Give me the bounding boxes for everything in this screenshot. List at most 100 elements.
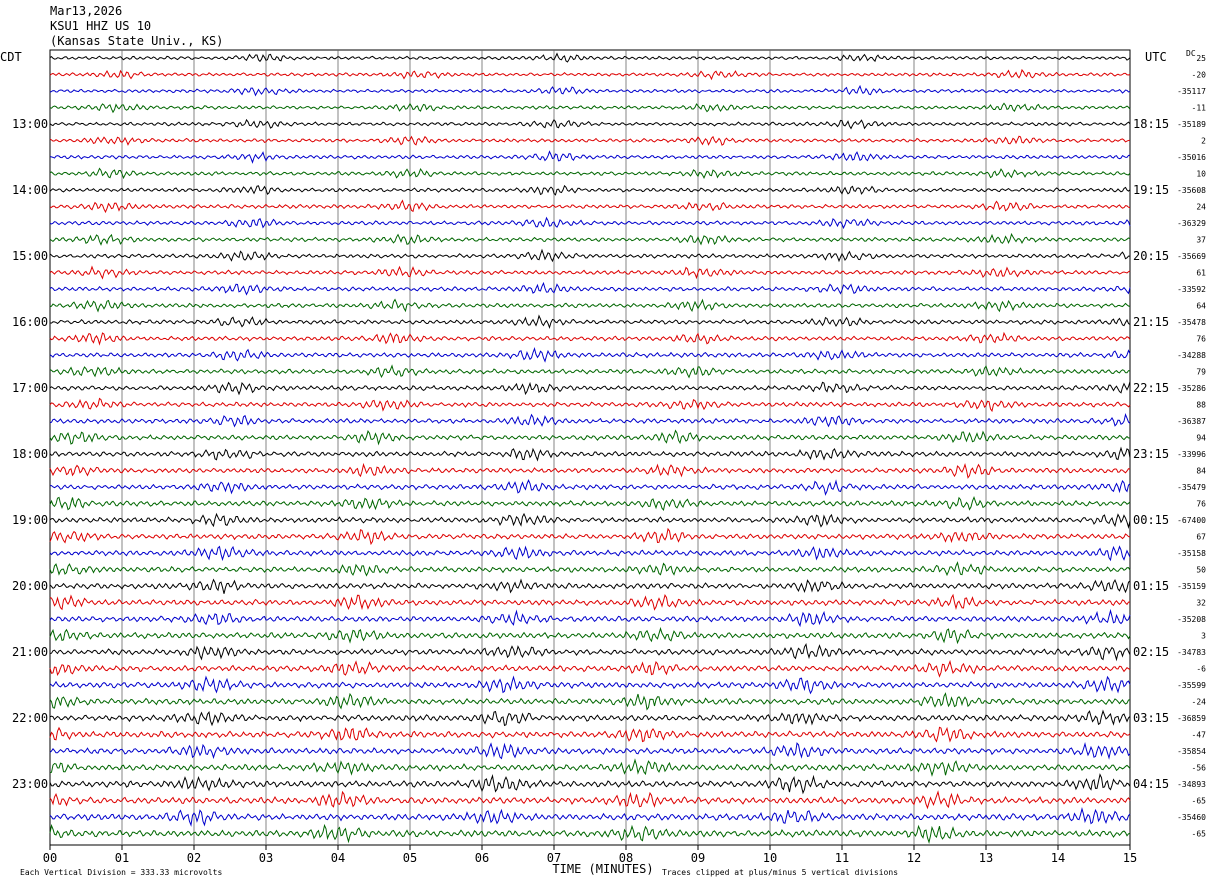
dc-offset-value: 50 bbox=[1196, 566, 1206, 575]
utc-hour-label: 23:15 bbox=[1133, 447, 1169, 461]
seismic-trace bbox=[49, 578, 1131, 594]
x-tick-label: 05 bbox=[403, 851, 417, 865]
plot-date: Mar13,2026 bbox=[50, 4, 123, 18]
seismic-trace bbox=[49, 429, 1131, 446]
x-tick-label: 07 bbox=[547, 851, 561, 865]
seismic-trace bbox=[49, 561, 1131, 577]
cdt-hour-label: 13:00 bbox=[12, 117, 48, 131]
dc-offset-value: -35478 bbox=[1177, 318, 1206, 327]
scale-footnote: Each Vertical Division = 333.33 microvol… bbox=[20, 868, 222, 877]
dc-offset-value: -34783 bbox=[1177, 648, 1206, 657]
utc-hour-label: 03:15 bbox=[1133, 711, 1169, 725]
station-location: (Kansas State Univ., KS) bbox=[50, 34, 224, 48]
x-tick-label: 13 bbox=[979, 851, 993, 865]
cdt-hour-label: 18:00 bbox=[12, 447, 48, 461]
utc-hour-label: 02:15 bbox=[1133, 645, 1169, 659]
dc-offset-value: -33592 bbox=[1177, 285, 1206, 294]
seismic-trace bbox=[49, 823, 1131, 844]
x-tick-label: 10 bbox=[763, 851, 777, 865]
seismic-trace bbox=[49, 381, 1131, 396]
seismic-trace bbox=[49, 773, 1131, 795]
seismic-trace bbox=[49, 216, 1131, 230]
dc-offset-value: 84 bbox=[1196, 467, 1206, 476]
seismic-trace bbox=[49, 232, 1131, 246]
x-tick-label: 00 bbox=[43, 851, 57, 865]
utc-hour-label: 00:15 bbox=[1133, 513, 1169, 527]
dc-offset-value: -36859 bbox=[1177, 714, 1206, 723]
dc-offset-value: 25 bbox=[1196, 54, 1206, 63]
cdt-hour-label: 14:00 bbox=[12, 183, 48, 197]
seismic-trace bbox=[49, 331, 1131, 346]
cdt-hour-label: 22:00 bbox=[12, 711, 48, 725]
dc-offset-value: 37 bbox=[1196, 236, 1206, 245]
seismic-trace bbox=[49, 643, 1131, 662]
dc-offset-value: -35208 bbox=[1177, 615, 1206, 624]
dc-offset-value: -35608 bbox=[1177, 186, 1206, 195]
seismic-trace bbox=[49, 512, 1131, 529]
seismic-trace bbox=[49, 199, 1131, 214]
dc-offset-value: -67400 bbox=[1177, 516, 1206, 525]
seismic-trace bbox=[49, 659, 1131, 678]
station-code: KSU1 HHZ US 10 bbox=[50, 19, 152, 33]
x-tick-label: 14 bbox=[1051, 851, 1065, 865]
dc-offset-value: -35460 bbox=[1177, 813, 1206, 822]
seismic-trace bbox=[49, 626, 1131, 645]
x-tick-label: 04 bbox=[331, 851, 345, 865]
dc-offset-value: -20 bbox=[1192, 71, 1207, 80]
seismic-trace bbox=[49, 527, 1131, 546]
seismic-trace bbox=[49, 298, 1131, 313]
dc-offset-value: -36387 bbox=[1177, 417, 1206, 426]
utc-hour-label: 18:15 bbox=[1133, 117, 1169, 131]
x-tick-label: 11 bbox=[835, 851, 849, 865]
seismic-trace bbox=[49, 495, 1131, 512]
dc-offset-value: 67 bbox=[1196, 533, 1206, 542]
utc-hour-label: 21:15 bbox=[1133, 315, 1169, 329]
dc-offset-value: -35479 bbox=[1177, 483, 1206, 492]
dc-offset-value: 61 bbox=[1196, 269, 1206, 278]
utc-hour-label: 19:15 bbox=[1133, 183, 1169, 197]
seismic-trace bbox=[49, 709, 1131, 727]
utc-hour-label: 20:15 bbox=[1133, 249, 1169, 263]
seismic-trace bbox=[49, 807, 1131, 827]
utc-hour-label: 01:15 bbox=[1133, 579, 1169, 593]
seismic-trace bbox=[49, 184, 1131, 196]
seismic-trace bbox=[49, 347, 1131, 363]
x-tick-label: 15 bbox=[1123, 851, 1137, 865]
dc-offset-value: -35189 bbox=[1177, 120, 1206, 129]
seismic-trace bbox=[49, 281, 1131, 296]
seismic-trace bbox=[49, 608, 1131, 628]
cdt-axis-label: CDT bbox=[0, 50, 22, 64]
seismic-trace bbox=[49, 545, 1131, 562]
seismic-trace bbox=[49, 726, 1131, 743]
seismic-trace bbox=[49, 84, 1131, 97]
dc-offset-value: 24 bbox=[1196, 203, 1206, 212]
x-tick-label: 03 bbox=[259, 851, 273, 865]
seismic-trace bbox=[49, 412, 1131, 428]
seismic-trace bbox=[49, 397, 1131, 413]
dc-offset-value: -35854 bbox=[1177, 747, 1206, 756]
seismic-trace bbox=[49, 150, 1131, 164]
x-tick-label: 12 bbox=[907, 851, 921, 865]
dc-offset-value: 79 bbox=[1196, 368, 1206, 377]
seismic-trace bbox=[49, 692, 1131, 711]
utc-hour-label: 22:15 bbox=[1133, 381, 1169, 395]
dc-offset-value: -34288 bbox=[1177, 351, 1206, 360]
cdt-hour-label: 23:00 bbox=[12, 777, 48, 791]
seismic-trace bbox=[49, 790, 1131, 810]
seismic-trace bbox=[49, 52, 1131, 63]
plot-frame bbox=[49, 49, 1131, 846]
seismic-trace bbox=[49, 446, 1131, 462]
dc-offset-value: -65 bbox=[1192, 830, 1207, 839]
seismic-trace bbox=[49, 135, 1131, 146]
dc-offset-value: -35159 bbox=[1177, 582, 1206, 591]
x-tick-label: 02 bbox=[187, 851, 201, 865]
dc-offset-value: 76 bbox=[1196, 335, 1206, 344]
utc-axis-label: UTC bbox=[1145, 50, 1167, 64]
cdt-hour-label: 20:00 bbox=[12, 579, 48, 593]
x-axis-title: TIME (MINUTES) bbox=[552, 862, 653, 876]
dc-offset-value: -6 bbox=[1196, 665, 1206, 674]
dc-offset-value: -56 bbox=[1192, 764, 1207, 773]
dc-offset-value: -24 bbox=[1192, 698, 1207, 707]
x-tick-label: 06 bbox=[475, 851, 489, 865]
dc-offset-value: -35669 bbox=[1177, 252, 1206, 261]
